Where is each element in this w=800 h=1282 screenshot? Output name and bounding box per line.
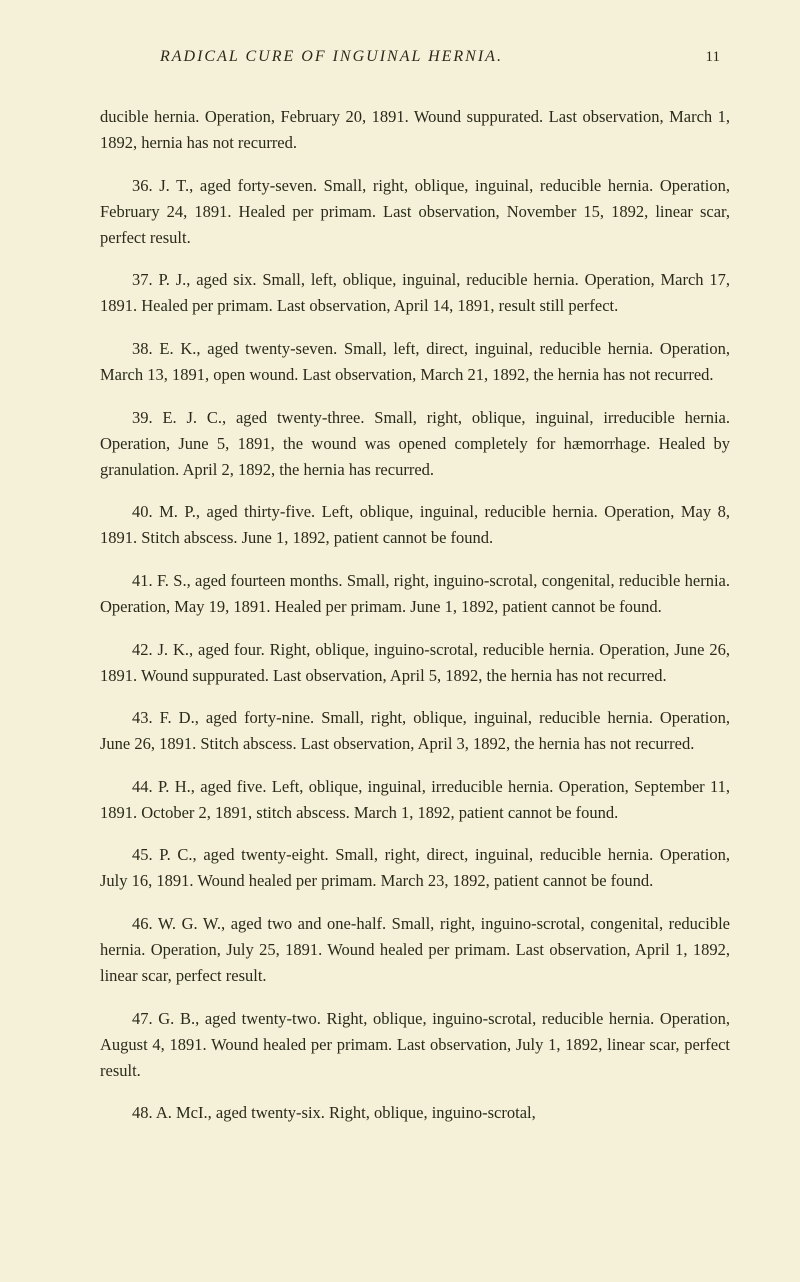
entry-43: 43. F. D., aged forty-nine. Small, right… (100, 705, 730, 757)
entry-45: 45. P. C., aged twenty-eight. Small, rig… (100, 842, 730, 894)
page-header: RADICAL CURE OF INGUINAL HERNIA. 11 (100, 48, 730, 66)
page-number: 11 (706, 49, 720, 66)
entry-37: 37. P. J., aged six. Small, left, obliqu… (100, 267, 730, 319)
entry-41: 41. F. S., aged fourteen months. Small, … (100, 568, 730, 620)
entry-44: 44. P. H., aged five. Left, oblique, ing… (100, 774, 730, 826)
header-title: RADICAL CURE OF INGUINAL HERNIA. (160, 48, 503, 66)
page-container: RADICAL CURE OF INGUINAL HERNIA. 11 duci… (0, 0, 800, 1282)
entry-40: 40. M. P., aged thirty-five. Left, obliq… (100, 499, 730, 551)
entry-42: 42. J. K., aged four. Right, oblique, in… (100, 637, 730, 689)
entry-39: 39. E. J. C., aged twenty-three. Small, … (100, 405, 730, 483)
entry-48: 48. A. McI., aged twenty-six. Right, obl… (100, 1100, 730, 1126)
entry-46: 46. W. G. W., aged two and one-half. Sma… (100, 911, 730, 989)
entry-38: 38. E. K., aged twenty-seven. Small, lef… (100, 336, 730, 388)
entry-36: 36. J. T., aged forty-seven. Small, righ… (100, 173, 730, 251)
entry-continuation: ducible hernia. Operation, February 20, … (100, 104, 730, 156)
entry-47: 47. G. B., aged twenty-two. Right, obliq… (100, 1006, 730, 1084)
